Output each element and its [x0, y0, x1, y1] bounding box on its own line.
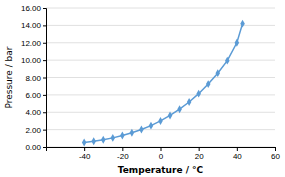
- y-tick: 2.00: [25, 126, 46, 135]
- y-tick-mark: [43, 8, 46, 9]
- y-tick: 4.00: [25, 108, 46, 117]
- point: [187, 98, 192, 106]
- y-tick-label: 2.00: [25, 126, 41, 135]
- point: [91, 137, 96, 145]
- y-tick: 14.00: [21, 21, 46, 30]
- x-tick: 40: [233, 147, 242, 161]
- y-tick-label: 14.00: [21, 21, 42, 30]
- y-tick-mark: [43, 147, 46, 148]
- point: [149, 122, 154, 130]
- y-tick-label: 4.00: [25, 108, 41, 117]
- y-tick-label: 10.00: [21, 56, 42, 65]
- grid-line: [46, 60, 275, 61]
- y-tick-mark: [43, 25, 46, 26]
- x-tick: 20: [195, 147, 204, 161]
- x-tick-label: 40: [233, 152, 242, 161]
- y-axis-line: [43, 9, 47, 148]
- x-tick-label: 0: [159, 152, 164, 161]
- point: [111, 134, 116, 142]
- point: [130, 129, 135, 137]
- x-tick-label: -20: [117, 152, 129, 161]
- point: [206, 80, 211, 88]
- y-tick: 8.00: [25, 74, 46, 83]
- x-tick-label: 20: [195, 152, 204, 161]
- x-tick-label: 60: [271, 152, 280, 161]
- y-tick: 0.00: [25, 143, 46, 152]
- grid-line: [46, 112, 275, 113]
- y-tick-label: 16.00: [21, 4, 42, 13]
- y-tick-label: 12.00: [21, 39, 42, 48]
- x-axis-title: Temperature / °C: [118, 165, 204, 175]
- x-tick-mark: [84, 147, 85, 151]
- grid-line: [46, 77, 275, 78]
- point: [158, 117, 163, 125]
- y-tick-mark: [43, 112, 46, 113]
- point: [196, 90, 201, 98]
- grid: [46, 8, 275, 147]
- x-tick-mark: [237, 147, 238, 151]
- y-tick: 6.00: [25, 91, 46, 100]
- y-tick: 10.00: [21, 56, 46, 65]
- x-tick: -40: [79, 147, 91, 161]
- point: [120, 132, 125, 140]
- y-tick-label: 0.00: [25, 143, 41, 152]
- y-tick-mark: [43, 78, 46, 79]
- line: [84, 24, 242, 143]
- point: [139, 126, 144, 134]
- grid-line: [46, 129, 275, 130]
- point: [101, 136, 106, 144]
- point: [177, 105, 182, 113]
- x-tick: 60: [271, 147, 280, 161]
- y-tick-mark: [43, 130, 46, 131]
- y-tick-mark: [43, 60, 46, 61]
- y-tick: 12.00: [21, 39, 46, 48]
- y-tick-label: 8.00: [25, 74, 41, 83]
- grid-line: [46, 94, 275, 95]
- y-axis-title: Pressure / bar: [4, 46, 14, 108]
- point: [240, 20, 245, 28]
- grid-line: [46, 42, 275, 43]
- y-tick-mark: [43, 95, 46, 96]
- grid-line: [46, 25, 275, 26]
- y-axis: 0.00 2.00 4.00 6.00 8.00 10.00 12.00 14.00 16.00: [21, 4, 47, 152]
- x-tick-mark: [161, 147, 162, 151]
- plot-area: [82, 20, 245, 147]
- x-tick: 0: [159, 147, 164, 161]
- point: [215, 69, 220, 77]
- point: [235, 39, 240, 47]
- x-tick: -20: [117, 147, 129, 161]
- x-axis: -40 -20 0 20 40 60: [47, 147, 281, 161]
- x-tick-label: -40: [79, 152, 91, 161]
- x-axis-line: [47, 148, 276, 152]
- x-tick-mark: [275, 147, 276, 151]
- chart: -40 -20 0 20 40 60 0.00 2.00 4.00 6.00 8.00 10.00 12…: [0, 0, 285, 177]
- grid-line: [46, 8, 275, 9]
- x-tick-mark: [122, 147, 123, 151]
- y-tick-mark: [43, 43, 46, 44]
- point: [168, 112, 173, 120]
- y-tick: 16.00: [21, 4, 46, 13]
- point: [82, 139, 87, 147]
- y-tick-label: 6.00: [25, 91, 41, 100]
- x-tick-mark: [199, 147, 200, 151]
- point: [225, 57, 230, 65]
